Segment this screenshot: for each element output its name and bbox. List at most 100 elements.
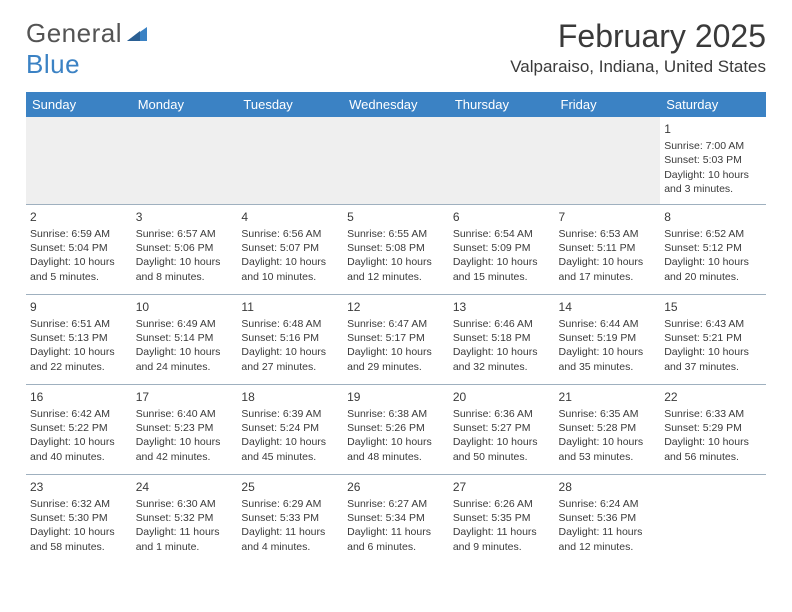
day-cell: 6Sunrise: 6:54 AMSunset: 5:09 PMDaylight… <box>449 204 555 294</box>
day-number: 17 <box>136 389 234 405</box>
cell-sunrise: Sunrise: 6:43 AM <box>664 317 762 331</box>
cell-d1: Daylight: 10 hours <box>453 255 551 269</box>
cell-d1: Daylight: 10 hours <box>453 435 551 449</box>
cell-sunrise: Sunrise: 6:38 AM <box>347 407 445 421</box>
day-number: 21 <box>559 389 657 405</box>
cell-sunrise: Sunrise: 6:51 AM <box>30 317 128 331</box>
week-row: 2Sunrise: 6:59 AMSunset: 5:04 PMDaylight… <box>26 204 766 294</box>
day-header: Tuesday <box>237 92 343 117</box>
cell-d1: Daylight: 11 hours <box>347 525 445 539</box>
day-header: Wednesday <box>343 92 449 117</box>
cell-sunrise: Sunrise: 6:24 AM <box>559 497 657 511</box>
day-cell: 2Sunrise: 6:59 AMSunset: 5:04 PMDaylight… <box>26 204 132 294</box>
day-cell: 9Sunrise: 6:51 AMSunset: 5:13 PMDaylight… <box>26 294 132 384</box>
cell-d1: Daylight: 10 hours <box>664 168 762 182</box>
cell-d2: and 48 minutes. <box>347 450 445 464</box>
cell-sunrise: Sunrise: 6:40 AM <box>136 407 234 421</box>
cell-d1: Daylight: 10 hours <box>347 255 445 269</box>
logo: General Blue <box>26 18 148 80</box>
cell-sunrise: Sunrise: 6:48 AM <box>241 317 339 331</box>
cell-d2: and 40 minutes. <box>30 450 128 464</box>
cell-sunset: Sunset: 5:27 PM <box>453 421 551 435</box>
cell-d1: Daylight: 10 hours <box>664 255 762 269</box>
day-number: 7 <box>559 209 657 225</box>
day-cell: 10Sunrise: 6:49 AMSunset: 5:14 PMDayligh… <box>132 294 238 384</box>
logo-part1: General <box>26 18 122 48</box>
cell-sunset: Sunset: 5:07 PM <box>241 241 339 255</box>
cell-d1: Daylight: 10 hours <box>347 345 445 359</box>
day-cell: 11Sunrise: 6:48 AMSunset: 5:16 PMDayligh… <box>237 294 343 384</box>
day-number: 11 <box>241 299 339 315</box>
cell-sunset: Sunset: 5:06 PM <box>136 241 234 255</box>
cell-d2: and 35 minutes. <box>559 360 657 374</box>
day-cell <box>26 117 132 204</box>
cell-sunset: Sunset: 5:14 PM <box>136 331 234 345</box>
cell-d1: Daylight: 10 hours <box>241 255 339 269</box>
cell-d2: and 5 minutes. <box>30 270 128 284</box>
day-number: 25 <box>241 479 339 495</box>
cell-sunset: Sunset: 5:34 PM <box>347 511 445 525</box>
logo-text: General Blue <box>26 18 148 80</box>
day-cell: 4Sunrise: 6:56 AMSunset: 5:07 PMDaylight… <box>237 204 343 294</box>
cell-d1: Daylight: 11 hours <box>241 525 339 539</box>
cell-d1: Daylight: 10 hours <box>136 255 234 269</box>
cell-sunrise: Sunrise: 6:33 AM <box>664 407 762 421</box>
cell-sunset: Sunset: 5:04 PM <box>30 241 128 255</box>
cell-sunset: Sunset: 5:33 PM <box>241 511 339 525</box>
cell-d1: Daylight: 10 hours <box>30 345 128 359</box>
day-cell: 17Sunrise: 6:40 AMSunset: 5:23 PMDayligh… <box>132 384 238 474</box>
cell-sunrise: Sunrise: 6:55 AM <box>347 227 445 241</box>
day-cell: 15Sunrise: 6:43 AMSunset: 5:21 PMDayligh… <box>660 294 766 384</box>
cell-sunset: Sunset: 5:32 PM <box>136 511 234 525</box>
cell-sunset: Sunset: 5:29 PM <box>664 421 762 435</box>
day-header: Thursday <box>449 92 555 117</box>
cell-d2: and 10 minutes. <box>241 270 339 284</box>
cell-d2: and 12 minutes. <box>347 270 445 284</box>
cell-sunrise: Sunrise: 6:56 AM <box>241 227 339 241</box>
day-number: 20 <box>453 389 551 405</box>
cell-d2: and 42 minutes. <box>136 450 234 464</box>
cell-d2: and 24 minutes. <box>136 360 234 374</box>
cell-d1: Daylight: 10 hours <box>30 255 128 269</box>
cell-d1: Daylight: 10 hours <box>559 255 657 269</box>
day-header: Monday <box>132 92 238 117</box>
cell-d1: Daylight: 10 hours <box>30 525 128 539</box>
cell-d2: and 29 minutes. <box>347 360 445 374</box>
cell-sunrise: Sunrise: 6:30 AM <box>136 497 234 511</box>
day-cell: 24Sunrise: 6:30 AMSunset: 5:32 PMDayligh… <box>132 474 238 564</box>
cell-sunset: Sunset: 5:21 PM <box>664 331 762 345</box>
day-cell: 12Sunrise: 6:47 AMSunset: 5:17 PMDayligh… <box>343 294 449 384</box>
day-number: 16 <box>30 389 128 405</box>
day-cell: 14Sunrise: 6:44 AMSunset: 5:19 PMDayligh… <box>555 294 661 384</box>
day-cell: 19Sunrise: 6:38 AMSunset: 5:26 PMDayligh… <box>343 384 449 474</box>
day-number: 18 <box>241 389 339 405</box>
day-cell: 7Sunrise: 6:53 AMSunset: 5:11 PMDaylight… <box>555 204 661 294</box>
cell-sunrise: Sunrise: 6:53 AM <box>559 227 657 241</box>
cell-d1: Daylight: 11 hours <box>136 525 234 539</box>
cell-sunset: Sunset: 5:26 PM <box>347 421 445 435</box>
day-number: 1 <box>664 121 762 137</box>
cell-d2: and 22 minutes. <box>30 360 128 374</box>
day-number: 6 <box>453 209 551 225</box>
cell-sunrise: Sunrise: 6:44 AM <box>559 317 657 331</box>
calendar-body: 1Sunrise: 7:00 AMSunset: 5:03 PMDaylight… <box>26 117 766 564</box>
cell-sunset: Sunset: 5:30 PM <box>30 511 128 525</box>
location: Valparaiso, Indiana, United States <box>510 57 766 77</box>
cell-d1: Daylight: 11 hours <box>559 525 657 539</box>
cell-d1: Daylight: 10 hours <box>241 345 339 359</box>
cell-d2: and 20 minutes. <box>664 270 762 284</box>
cell-d1: Daylight: 10 hours <box>347 435 445 449</box>
cell-sunrise: Sunrise: 6:54 AM <box>453 227 551 241</box>
cell-d2: and 15 minutes. <box>453 270 551 284</box>
week-row: 9Sunrise: 6:51 AMSunset: 5:13 PMDaylight… <box>26 294 766 384</box>
day-cell: 23Sunrise: 6:32 AMSunset: 5:30 PMDayligh… <box>26 474 132 564</box>
cell-d2: and 32 minutes. <box>453 360 551 374</box>
day-cell: 13Sunrise: 6:46 AMSunset: 5:18 PMDayligh… <box>449 294 555 384</box>
day-cell: 28Sunrise: 6:24 AMSunset: 5:36 PMDayligh… <box>555 474 661 564</box>
cell-sunset: Sunset: 5:03 PM <box>664 153 762 167</box>
cell-d1: Daylight: 10 hours <box>136 345 234 359</box>
cell-sunrise: Sunrise: 6:39 AM <box>241 407 339 421</box>
calendar-table: SundayMondayTuesdayWednesdayThursdayFrid… <box>26 92 766 564</box>
cell-sunrise: Sunrise: 6:42 AM <box>30 407 128 421</box>
cell-d2: and 27 minutes. <box>241 360 339 374</box>
